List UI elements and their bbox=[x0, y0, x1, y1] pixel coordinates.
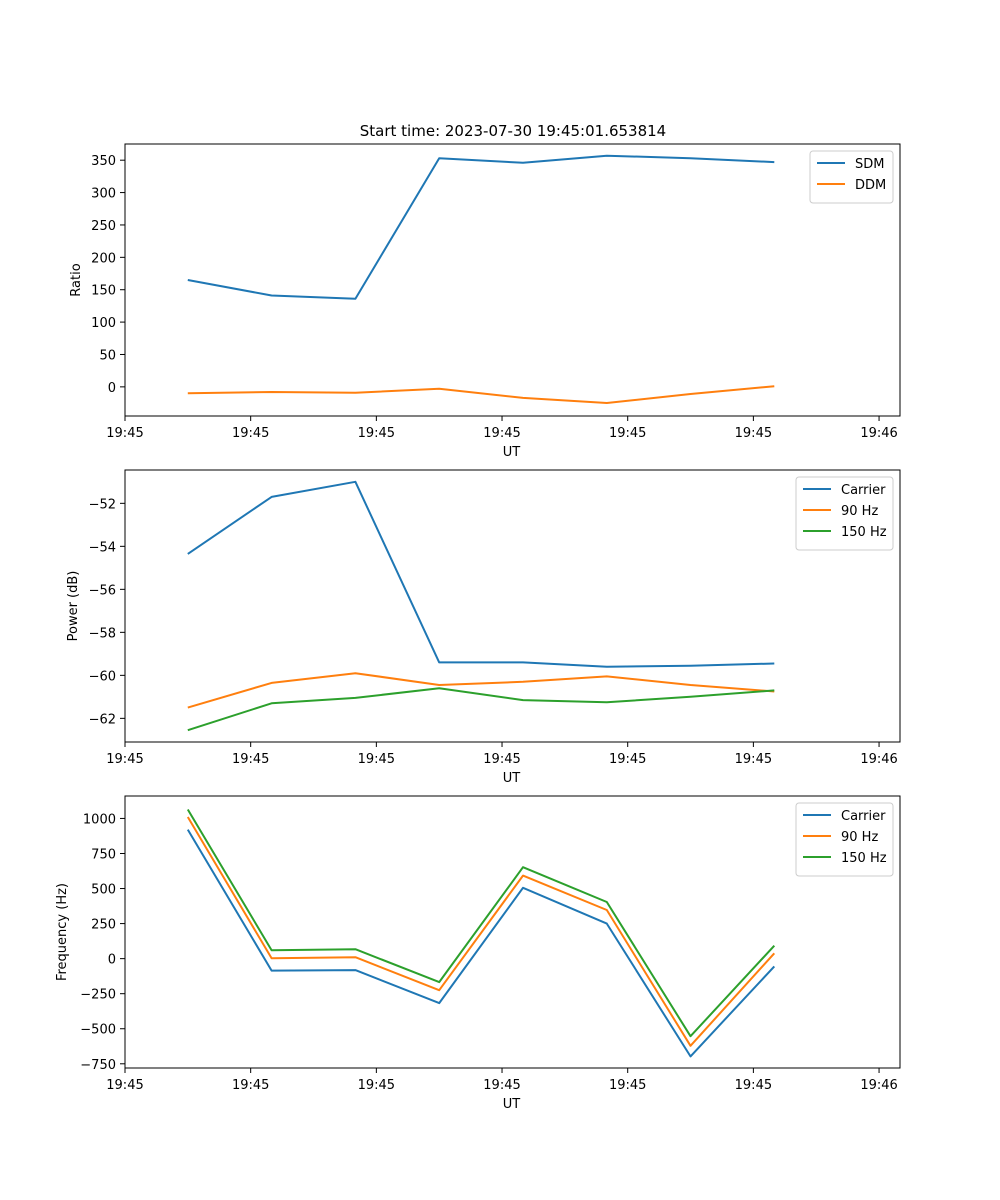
x-tick-label: 19:45 bbox=[232, 752, 269, 767]
y-tick-label: 250 bbox=[91, 918, 116, 933]
x-tick-label: 19:45 bbox=[735, 752, 772, 767]
y-tick-label: 500 bbox=[91, 883, 116, 898]
legend-label: Carrier bbox=[841, 809, 886, 824]
chart-panel-1: 19:45 19:45 19:45 19:45 19:45 19:45 19:46 0 50 10… bbox=[69, 143, 901, 460]
legend-label: 150 Hz bbox=[841, 851, 887, 866]
y-tick-label: −56 bbox=[89, 583, 116, 598]
x-tick-label: 19:45 bbox=[358, 752, 395, 767]
x-tick-label: 19:45 bbox=[232, 426, 269, 441]
x-tick-label: 19:45 bbox=[735, 1078, 772, 1093]
legend-label: 150 Hz bbox=[841, 525, 887, 540]
y-axis-label: Ratio bbox=[69, 263, 84, 296]
series-line-150-hz bbox=[186, 808, 776, 1038]
series-line-150-hz bbox=[187, 687, 775, 732]
x-tick-label: 19:46 bbox=[860, 1078, 897, 1093]
x-tick-label: 19:45 bbox=[106, 752, 143, 767]
x-axis-label: UT bbox=[503, 445, 521, 460]
x-tick-label: 19:46 bbox=[860, 426, 897, 441]
series-line-sdm bbox=[187, 154, 775, 300]
y-tick-label: −58 bbox=[89, 626, 116, 641]
y-tick-label: −750 bbox=[80, 1058, 116, 1073]
chart-panel-2: 19:45 19:45 19:45 19:45 19:45 19:45 19:46 −62 −6… bbox=[66, 469, 901, 786]
y-tick-label: −500 bbox=[80, 1023, 116, 1038]
x-tick-label: 19:45 bbox=[483, 1078, 520, 1093]
axes-frame bbox=[124, 143, 901, 417]
y-tick-label: 300 bbox=[91, 187, 116, 202]
series-line-90-hz bbox=[187, 672, 775, 709]
legend: SDM DDM bbox=[809, 150, 894, 204]
x-tick-label: 19:45 bbox=[609, 752, 646, 767]
x-tick-label: 19:45 bbox=[735, 426, 772, 441]
axes-frame bbox=[124, 795, 901, 1069]
y-tick-label: 0 bbox=[108, 953, 116, 968]
legend-label: 90 Hz bbox=[841, 830, 878, 845]
x-tick-label: 19:45 bbox=[483, 426, 520, 441]
panels: 19:45 19:45 19:45 19:45 19:45 19:45 19:46 0 50 10… bbox=[55, 143, 901, 1112]
series-line-carrier bbox=[187, 480, 775, 668]
chart-panel-3: 19:45 19:45 19:45 19:45 19:45 19:45 19:46 −750 −… bbox=[55, 795, 901, 1112]
legend: Carrier 90 Hz 150 Hz bbox=[795, 476, 894, 551]
legend-label: DDM bbox=[855, 178, 886, 193]
figure-title: Start time: 2023-07-30 19:45:01.653814 bbox=[360, 122, 666, 140]
series-line-90-hz bbox=[186, 816, 776, 1047]
x-tick-label: 19:45 bbox=[232, 1078, 269, 1093]
x-axis-label: UT bbox=[503, 1097, 521, 1112]
y-tick-label: 150 bbox=[91, 284, 116, 299]
x-tick-label: 19:45 bbox=[358, 1078, 395, 1093]
x-axis-label: UT bbox=[503, 771, 521, 786]
y-axis-label: Frequency (Hz) bbox=[55, 883, 70, 981]
y-tick-label: 750 bbox=[91, 847, 116, 862]
y-tick-label: −60 bbox=[89, 669, 116, 684]
y-tick-label: −250 bbox=[80, 988, 116, 1003]
x-tick-label: 19:45 bbox=[609, 426, 646, 441]
y-axis-label: Power (dB) bbox=[66, 571, 81, 642]
x-tick-label: 19:45 bbox=[609, 1078, 646, 1093]
x-tick-label: 19:45 bbox=[106, 1078, 143, 1093]
legend-label: 90 Hz bbox=[841, 504, 878, 519]
y-tick-label: 200 bbox=[91, 251, 116, 266]
y-tick-label: 50 bbox=[99, 348, 116, 363]
y-tick-label: 350 bbox=[91, 154, 116, 169]
x-tick-label: 19:45 bbox=[358, 426, 395, 441]
y-tick-label: −54 bbox=[89, 540, 116, 555]
axes-frame bbox=[124, 469, 901, 743]
x-tick-label: 19:45 bbox=[483, 752, 520, 767]
legend-label: SDM bbox=[855, 157, 884, 172]
y-tick-label: 250 bbox=[91, 219, 116, 234]
y-tick-label: 100 bbox=[91, 316, 116, 331]
legend: Carrier 90 Hz 150 Hz bbox=[795, 802, 894, 877]
y-tick-label: 1000 bbox=[83, 812, 116, 827]
legend-label: Carrier bbox=[841, 483, 886, 498]
y-tick-label: −52 bbox=[89, 497, 116, 512]
y-tick-label: −62 bbox=[89, 712, 116, 727]
y-tick-label: 0 bbox=[108, 381, 116, 396]
x-tick-label: 19:46 bbox=[860, 752, 897, 767]
x-tick-label: 19:45 bbox=[106, 426, 143, 441]
series-line-ddm bbox=[187, 385, 775, 404]
series-line-carrier bbox=[186, 829, 776, 1058]
